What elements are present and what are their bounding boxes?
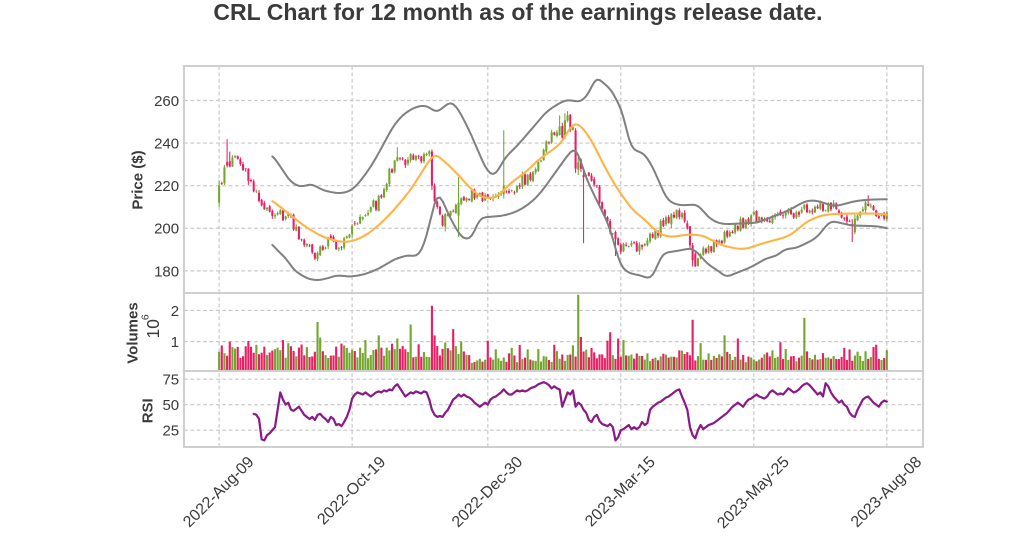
- svg-text:Price ($): Price ($): [130, 150, 147, 209]
- svg-text:260: 260: [154, 93, 179, 110]
- svg-text:75: 75: [162, 372, 179, 389]
- svg-text:220: 220: [154, 178, 179, 195]
- svg-text:2: 2: [171, 303, 179, 320]
- svg-text:25: 25: [162, 423, 179, 440]
- svg-text:1: 1: [171, 334, 179, 351]
- svg-text:50: 50: [162, 397, 179, 414]
- svg-text:Volumes: Volumes: [124, 302, 141, 363]
- svg-text:6: 6: [140, 314, 151, 320]
- svg-text:CRL Chart for 12 month as of t: CRL Chart for 12 month as of the earning…: [213, 0, 822, 25]
- svg-text:10: 10: [143, 319, 163, 338]
- svg-text:RSI: RSI: [139, 398, 156, 423]
- svg-text:240: 240: [154, 136, 179, 153]
- svg-text:180: 180: [154, 263, 179, 280]
- svg-text:200: 200: [154, 221, 179, 238]
